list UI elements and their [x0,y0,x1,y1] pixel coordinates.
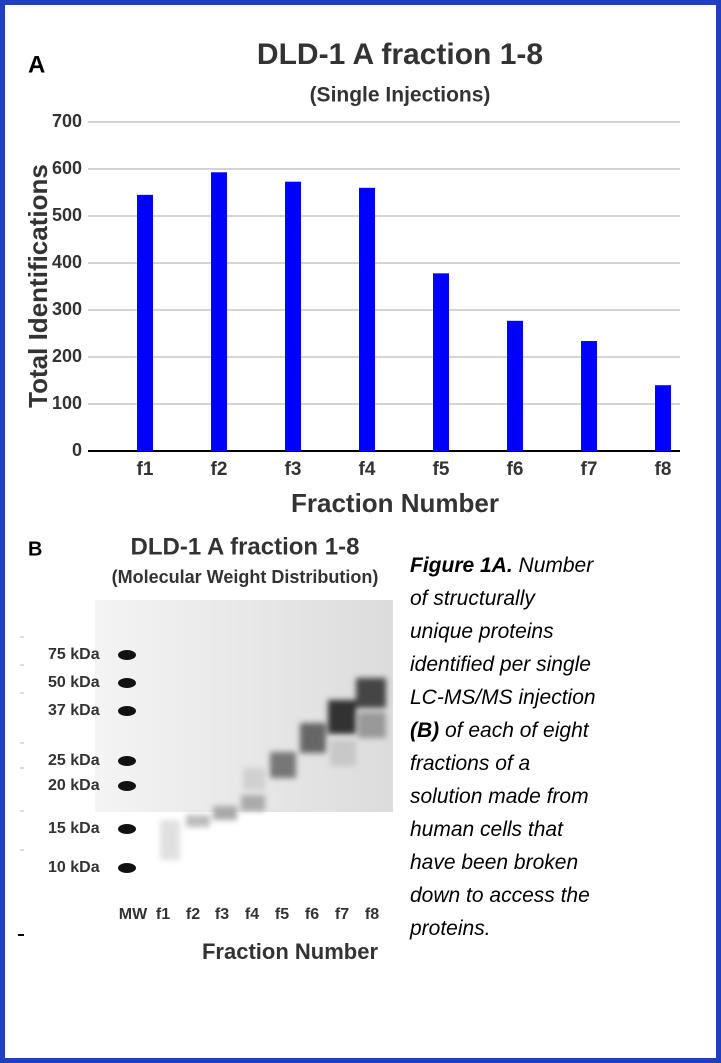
lane-label: f1 [156,906,170,923]
x-tick-label: f6 [507,459,524,480]
caption-b-label: (B) [410,719,439,742]
y-tick-label: 400 [52,252,82,272]
gel-title: DLD-1 A fraction 1-8 [131,533,360,560]
y-tick-label: 500 [52,205,82,225]
marker-label: 75 kDa [48,646,100,663]
lane-label: f8 [365,906,379,923]
gel-bands [160,678,386,860]
x-tick-label: f4 [359,459,376,480]
ladder-band [118,781,136,791]
bar [581,341,597,451]
y-tick-label: 300 [52,299,82,319]
x-tick-label: f8 [655,459,672,480]
ladder-band [118,756,136,766]
caption-line: of structurally [410,587,536,610]
lane-label: f7 [335,906,349,923]
y-axis-label: Total Identifications [23,164,53,408]
bar [655,385,671,451]
caption-line: unique proteins [410,620,554,643]
chart-subtitle: (Single Injections) [310,84,491,107]
panel-label: B [28,538,42,560]
lane-label: MW [119,906,148,923]
bar [285,181,301,451]
caption-line: down to access the [410,884,590,907]
marker-label: 50 kDa [48,674,100,691]
ladder-band [118,678,136,688]
marker-label: 20 kDa [48,777,100,794]
lane-label: f4 [245,906,259,923]
y-tick-label: 600 [52,158,82,178]
ladder-band [118,824,136,834]
caption-lines: fractions of a solution made from human ce… [409,752,590,940]
y-tick-label: 100 [52,393,82,413]
ladder-band [118,650,136,660]
marker-label: 10 kDa [48,859,100,876]
ladder-band [118,863,136,873]
y-tick-label: 700 [52,111,82,131]
caption-text: of each of eight [439,719,590,742]
gel-x-label: Fraction Number [202,939,378,964]
panel-label: A [28,51,45,78]
y-tick-label: 200 [52,346,82,366]
bar [507,320,523,451]
mw-ladder [118,650,136,873]
caption-line: (B) of each of eight [410,719,590,742]
lane-label: f2 [186,906,200,923]
x-axis-label: Fraction Number [291,488,499,518]
caption-line: Figure 1A. Number [410,554,594,577]
ladder-band [118,706,136,716]
chart-title: DLD-1 A fraction 1-8 [257,38,543,71]
marker-label: 15 kDa [48,820,100,837]
x-tick-label: f2 [211,459,228,480]
lane-label: f3 [215,906,229,923]
x-tick-label: f1 [137,459,154,480]
bar [137,194,153,451]
caption-line: identified per single [410,653,591,676]
panel-b: B DLD-1 A fraction 1-8 (Molecular Weight… [18,533,393,964]
caption-line: proteins. [409,917,491,940]
bar [359,187,375,452]
lane-label: f6 [305,906,319,923]
caption-lines: of structurally unique proteins identified… [410,587,596,709]
caption-figure-label: Figure 1A. [410,554,513,577]
gel-subtitle: (Molecular Weight Distribution) [112,567,379,587]
x-tick-label: f5 [433,459,450,480]
bar [433,273,449,451]
caption-text: Number [513,554,595,577]
caption-line: have been broken [410,851,578,874]
caption-line: fractions of a [410,752,530,775]
bar [211,172,227,452]
x-tick-label: f3 [285,459,302,480]
caption-line: LC-MS/MS injection [410,686,596,709]
caption-line: solution made from [410,785,589,808]
lane-label: f5 [275,906,289,923]
marker-label: 25 kDa [48,752,100,769]
caption-line: human cells that [410,818,564,841]
y-tick-label: 0 [72,440,82,460]
marker-label: 37 kDa [48,702,100,719]
x-tick-label: f7 [581,459,598,480]
